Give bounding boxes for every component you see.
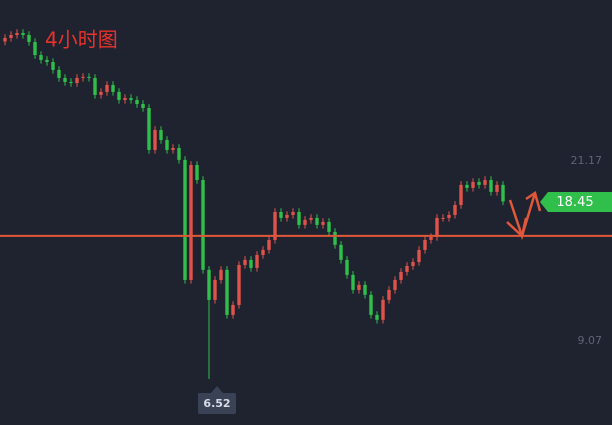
low-marker-box	[198, 393, 236, 414]
candle-body	[39, 55, 43, 60]
candle-body	[441, 217, 445, 219]
candle-body	[501, 184, 505, 202]
candle-body	[315, 217, 319, 225]
candle-body	[435, 217, 439, 237]
candle-body	[453, 204, 457, 215]
candle-body	[237, 264, 241, 305]
candle-body	[429, 236, 433, 240]
y-tick-label: 9.07	[578, 334, 603, 347]
chart-title: 4小时图	[45, 28, 118, 52]
candle-body	[285, 214, 289, 218]
candle-body	[489, 179, 493, 192]
candle-body	[411, 261, 415, 266]
candle-body	[483, 179, 487, 185]
candle-body	[135, 99, 139, 104]
candle-body	[9, 34, 13, 38]
candle-body	[369, 294, 373, 315]
candle-body	[201, 179, 205, 270]
candle-body	[225, 269, 229, 315]
candle-body	[153, 130, 157, 150]
candle-body	[243, 259, 247, 265]
candle-body	[303, 219, 307, 225]
candle-body	[375, 314, 379, 320]
candle-body	[63, 77, 67, 82]
candle-body	[381, 299, 385, 320]
candle-body	[105, 84, 109, 92]
candle-body	[171, 148, 175, 150]
candle-body	[45, 59, 49, 63]
candle-body	[177, 148, 181, 160]
hand-arrow-head	[506, 217, 528, 239]
candle-body	[213, 279, 217, 300]
candle-body	[21, 33, 25, 35]
candle-body	[111, 84, 115, 92]
candle-body	[465, 184, 469, 188]
candles	[0, 29, 612, 379]
candle-body	[129, 98, 133, 100]
price-label-box	[540, 192, 612, 212]
candle-body	[477, 181, 481, 185]
candle-body	[309, 217, 313, 220]
candle-body	[273, 211, 277, 240]
candle-body	[291, 211, 295, 215]
candle-body	[231, 304, 235, 315]
candle-body	[93, 77, 97, 95]
candle-body	[399, 271, 403, 280]
candle-body	[249, 259, 253, 268]
hand-arrow-head	[525, 191, 542, 212]
candle-body	[345, 259, 349, 275]
candle-body	[87, 76, 91, 78]
candle-body	[255, 254, 259, 268]
candle-body	[327, 221, 331, 232]
candle-body	[3, 37, 7, 42]
low-label: 6.52	[203, 397, 230, 410]
candle-body	[69, 81, 73, 84]
candle-body	[459, 184, 463, 205]
candle-body	[357, 284, 361, 290]
candle-body	[393, 279, 397, 290]
candle-body	[333, 231, 337, 245]
candle-body	[219, 269, 223, 280]
candle-body	[117, 91, 121, 100]
candle-body	[447, 214, 451, 218]
candle-body	[261, 249, 265, 255]
candle-body	[423, 239, 427, 250]
candle-body	[363, 284, 367, 295]
candle-body	[387, 289, 391, 300]
candle-body	[147, 107, 151, 150]
candle-body	[267, 239, 271, 250]
candle-body	[471, 181, 475, 188]
candle-body	[189, 164, 193, 280]
candle-body	[351, 274, 355, 290]
candle-body	[33, 41, 37, 56]
candle-body	[183, 159, 187, 280]
candle-body	[123, 98, 127, 100]
candle-body	[27, 34, 31, 42]
price-label: 18.45	[556, 195, 593, 210]
low-marker-pointer	[211, 386, 223, 393]
candle-body	[81, 76, 85, 78]
candle-body	[417, 249, 421, 262]
candle-body	[15, 33, 19, 35]
candle-body	[159, 130, 163, 140]
candle-body	[75, 77, 79, 84]
y-tick-label: 21.17	[571, 154, 603, 167]
candle-body	[297, 211, 301, 225]
candle-body	[51, 62, 55, 70]
candle-body	[339, 244, 343, 260]
overlay: 18.45 6.52	[198, 191, 612, 414]
candle-body	[207, 269, 211, 300]
candle-body	[279, 211, 283, 218]
candle-body	[405, 265, 409, 272]
candle-body	[321, 221, 325, 225]
candle-body	[165, 139, 169, 150]
candle-body	[141, 103, 145, 108]
candle-body	[495, 184, 499, 192]
candle-body	[57, 69, 61, 78]
candle-body	[195, 164, 199, 180]
candle-body	[99, 91, 103, 95]
